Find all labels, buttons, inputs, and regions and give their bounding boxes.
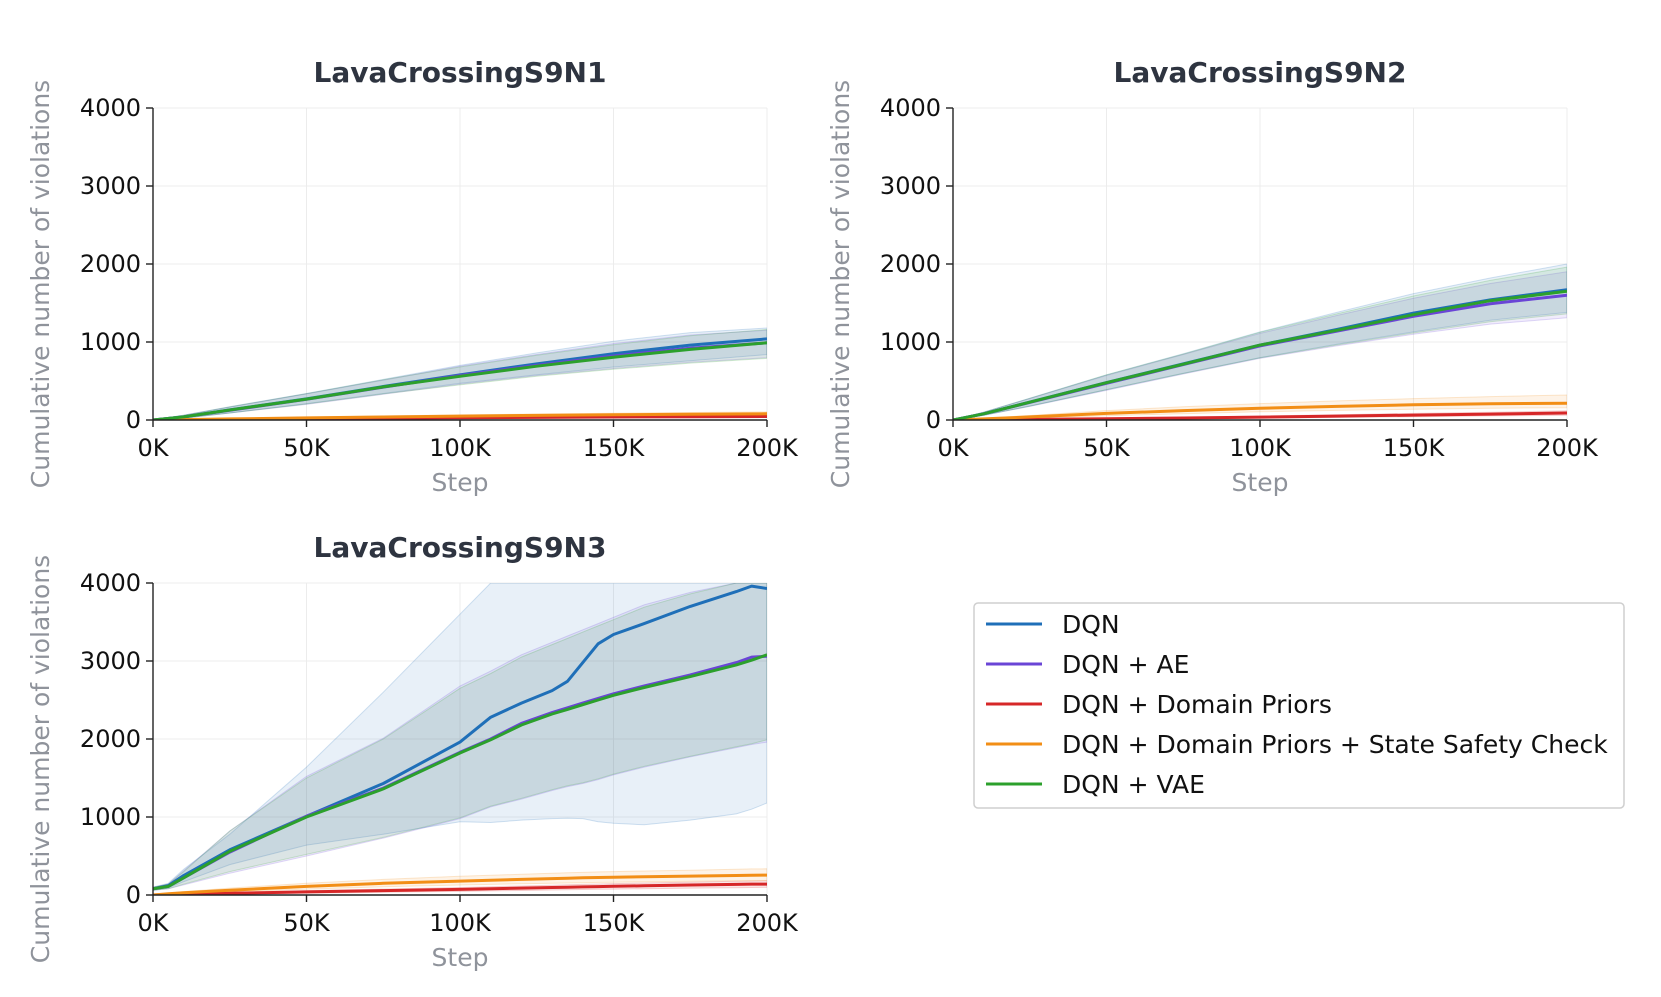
- y-tick-label: 0: [926, 406, 941, 434]
- y-tick-label: 1000: [880, 328, 941, 356]
- line-dqn-domain-priors-state-safety-check: [153, 873, 767, 895]
- y-axis-label: Cumulative number of violations: [26, 80, 55, 488]
- band-dqn: [153, 583, 767, 891]
- line-dqn-vae: [153, 341, 767, 420]
- y-tick-label: 1000: [80, 803, 141, 831]
- x-axis-label: Step: [432, 943, 489, 972]
- legend-label-dqn-ae: DQN + AE: [1062, 650, 1189, 679]
- legend-label-dqn-vae: DQN + VAE: [1062, 770, 1205, 799]
- plot-area: [153, 583, 767, 895]
- x-tick-label: 0K: [937, 434, 969, 462]
- y-tick-label: 3000: [80, 647, 141, 675]
- chart-panel-lavacrossing-s9n3: 0 1000 2000 3000 4000 0K 50K 100K 150K 200K LavaCr…: [26, 531, 799, 972]
- plot-area: [153, 327, 767, 420]
- chart-panel-lavacrossing-s9n1: 0 1000 2000 3000 4000 0K 50K 100K 150K 200K LavaCr…: [26, 56, 799, 497]
- legend-label-dqn-domain-priors-state-safety-check: DQN + Domain Priors + State Safety Check: [1062, 730, 1608, 759]
- x-tick-label: 50K: [1083, 434, 1131, 462]
- band-dqn: [953, 263, 1567, 420]
- x-tick-label: 150K: [583, 434, 646, 462]
- x-axis-label: Step: [1232, 468, 1289, 497]
- legend-frame: [973, 602, 1625, 809]
- x-tick-label: 0K: [137, 909, 169, 937]
- plot-area: [953, 263, 1567, 420]
- y-tick-label: 4000: [80, 94, 141, 122]
- chart-title: LavaCrossingS9N3: [314, 531, 607, 564]
- x-tick-label: 0K: [137, 434, 169, 462]
- legend-label-dqn: DQN: [1062, 610, 1120, 639]
- line-dqn-domain-priors-state-safety-check: [153, 412, 767, 420]
- band-dqn-vae: [153, 583, 767, 891]
- y-tick-label: 1000: [80, 328, 141, 356]
- line-dqn-vae: [153, 653, 767, 891]
- line-dqn-domain-priors: [153, 882, 767, 895]
- legend: DQN DQN + AE DQN + Domain Priors DQN + Doma…: [973, 602, 1625, 809]
- chart-panel-lavacrossing-s9n2: 0 1000 2000 3000 4000 0K 50K 100K 150K 200K LavaCr…: [826, 56, 1599, 497]
- y-tick-label: 3000: [880, 172, 941, 200]
- x-tick-label: 200K: [736, 434, 799, 462]
- chart-title: LavaCrossingS9N2: [1114, 56, 1407, 89]
- band-dqn-ae: [153, 583, 767, 891]
- x-tick-label: 100K: [429, 434, 492, 462]
- y-tick-label: 3000: [80, 172, 141, 200]
- x-tick-label: 200K: [1536, 434, 1599, 462]
- x-tick-label: 200K: [736, 909, 799, 937]
- y-axis-label: Cumulative number of violations: [26, 555, 55, 963]
- legend-label-dqn-domain-priors: DQN + Domain Priors: [1062, 690, 1332, 719]
- x-tick-label: 50K: [283, 909, 331, 937]
- y-tick-label: 2000: [80, 725, 141, 753]
- x-tick-label: 100K: [1229, 434, 1292, 462]
- y-tick-label: 0: [126, 881, 141, 909]
- line-dqn-vae: [953, 289, 1567, 420]
- x-axis-label: Step: [432, 468, 489, 497]
- x-tick-label: 150K: [1383, 434, 1446, 462]
- x-tick-label: 50K: [283, 434, 331, 462]
- chart-title: LavaCrossingS9N1: [314, 56, 607, 89]
- y-tick-label: 2000: [80, 250, 141, 278]
- line-dqn-domain-priors-state-safety-check: [953, 401, 1567, 420]
- y-tick-label: 4000: [880, 94, 941, 122]
- y-tick-label: 2000: [880, 250, 941, 278]
- x-tick-label: 150K: [583, 909, 646, 937]
- y-tick-label: 4000: [80, 569, 141, 597]
- y-tick-label: 0: [126, 406, 141, 434]
- x-tick-label: 100K: [429, 909, 492, 937]
- y-axis-label: Cumulative number of violations: [826, 80, 855, 488]
